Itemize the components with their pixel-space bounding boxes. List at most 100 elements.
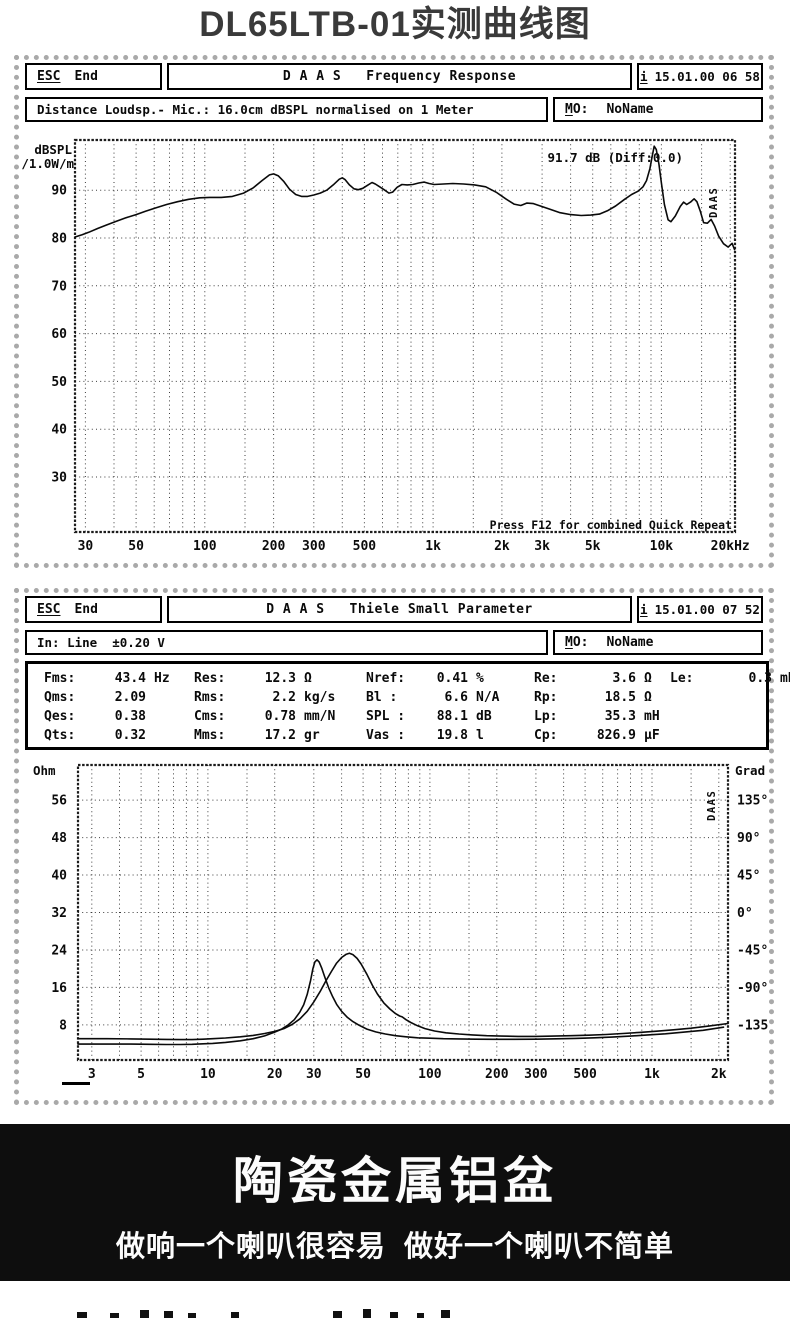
esc-key-label: ESC — [37, 602, 61, 617]
parameter-cell: Qms: 2.09 — [44, 690, 146, 705]
y-tick-labels: 56 48 40 32 24 16 8 — [51, 794, 67, 1034]
window-header-row: ESC End D A A S Thiele Small Parameter i… — [25, 596, 763, 623]
grid — [75, 140, 735, 532]
daas-watermark: DAAS — [708, 187, 720, 218]
svg-text:30: 30 — [306, 1067, 322, 1082]
marketing-banner: 陶瓷金属铝盆 做响一个喇叭很容易 做好一个喇叭不简单 — [0, 1124, 790, 1281]
parameter-cell: Le:0.3mH — [670, 671, 790, 686]
svg-text:135°: 135° — [737, 794, 768, 809]
svg-text:-90°: -90° — [737, 981, 768, 996]
esc-end-box: ESC End — [25, 63, 162, 90]
impedance-chart: 3 5 10 20 30 50 100 200 300 500 1k 2k 56 48 40 32 24 16 8 1… — [33, 763, 769, 1082]
parameter-cell: SPL :88.1 dB — [366, 709, 492, 724]
model-name-box: M O: NoName — [553, 630, 763, 655]
svg-text:1k: 1k — [644, 1067, 660, 1082]
parameter-row: Qts: 0.32 Mms: 17.2 gr Vas :19.8 l Cp: 826.9 µF — [44, 726, 766, 745]
x-tick-labels: 30 50 100 200 300 500 1k 2k 3k 5k 10k 20kHz — [78, 539, 750, 554]
y-tick-labels-right: 135° 90° 45° 0° -45° -90° -135° — [737, 794, 769, 1034]
svg-text:0°: 0° — [737, 906, 753, 921]
svg-text:100: 100 — [193, 539, 217, 554]
end-key-label: End — [74, 602, 98, 617]
parameter-cell: Nref: 0.41% — [366, 671, 484, 686]
svg-text:3: 3 — [88, 1067, 96, 1082]
banner-title: 陶瓷金属铝盆 — [233, 1152, 557, 1209]
spl-response-curve — [74, 145, 736, 251]
timestamp: 15.01.00 07 52 — [654, 602, 760, 617]
parameter-cell: Rms: 2.2 kg/s — [194, 690, 336, 705]
svg-text:5: 5 — [137, 1067, 145, 1082]
parameter-cell: Res: 12.3 Ω — [194, 671, 312, 686]
grid — [78, 765, 728, 1060]
y-axis-unit: dBSPL/1.0W/m — [21, 142, 74, 171]
daas-thiele-small-window: ESC End D A A S Thiele Small Parameter i… — [14, 588, 790, 1105]
model-name-box: M O: NoName — [553, 97, 763, 122]
svg-text:32: 32 — [51, 906, 67, 921]
svg-text:100: 100 — [418, 1067, 442, 1082]
thiele-small-parameters-table: Fms: 43.4 Hz Res: 12.3 Ω Nref: 0.41% Re: 3.6 Ω Le: 0… — [25, 661, 790, 750]
model-name-value: NoName — [606, 635, 654, 650]
svg-text:5k: 5k — [585, 539, 601, 554]
daas-frequency-response-window: ESC End D A A S Frequency Response i 15.… — [14, 55, 774, 568]
right-axis-unit: Grad — [735, 763, 765, 778]
svg-text:-45°: -45° — [737, 944, 768, 959]
esc-key-label: ESC — [37, 69, 61, 84]
svg-text:20kHz: 20kHz — [711, 539, 750, 554]
footnote-hint: Press F12 for combined Quick Repeat — [490, 518, 732, 532]
x-tick-labels: 3 5 10 20 30 50 100 200 300 500 1k 2k — [88, 1067, 727, 1082]
svg-text:90°: 90° — [737, 831, 760, 846]
info-key-label: i — [640, 69, 648, 84]
model-name-value: NoName — [606, 102, 654, 117]
settings-row: In: Line ±0.20 V M O: NoName — [25, 630, 763, 655]
parameter-cell: Vas :19.8 l — [366, 728, 484, 743]
svg-text:20: 20 — [267, 1067, 283, 1082]
svg-text:500: 500 — [353, 539, 377, 554]
parameter-cell: Bl :6.6 N/A — [366, 690, 500, 705]
svg-text:70: 70 — [51, 279, 67, 294]
svg-text:40: 40 — [51, 423, 67, 438]
svg-text:2k: 2k — [494, 539, 510, 554]
parameter-cell: Lp: 35.3 mH — [534, 709, 660, 724]
svg-text:-135°: -135° — [737, 1018, 769, 1033]
svg-text:3k: 3k — [534, 539, 550, 554]
parameter-cell: Fms: 43.4 Hz — [44, 671, 170, 686]
svg-text:16: 16 — [51, 981, 67, 996]
parameter-cell: Qes: 0.38 — [44, 709, 146, 724]
parameter-cell: Qts: 0.32 — [44, 728, 146, 743]
svg-text:dBSPL: dBSPL — [34, 142, 72, 157]
svg-text:24: 24 — [51, 944, 67, 959]
axis-underline-mark — [62, 1082, 90, 1085]
svg-text:48: 48 — [51, 831, 67, 846]
parameter-cell — [670, 688, 780, 707]
impedance-added-mass-curve — [77, 959, 725, 1046]
svg-text:45°: 45° — [737, 869, 760, 884]
parameter-row: Qes: 0.38 Cms: 0.78 mm/N SPL :88.1 dB Lp: 35.3 mH — [44, 707, 766, 726]
info-time-box: i 15.01.00 07 52 — [637, 596, 763, 623]
svg-text:50: 50 — [355, 1067, 371, 1082]
esc-end-box: ESC End — [25, 596, 162, 623]
parameter-row: Qms: 2.09 Rms: 2.2 kg/s Bl :6.6 N/A Rp: 18.5 Ω — [44, 688, 766, 707]
window-header-row: ESC End D A A S Frequency Response i 15.… — [25, 63, 763, 90]
svg-text:50: 50 — [51, 375, 67, 390]
svg-text:200: 200 — [262, 539, 286, 554]
svg-text:500: 500 — [573, 1067, 597, 1082]
timestamp: 15.01.00 06 58 — [654, 69, 760, 84]
settings-row: Distance Loudsp.- Mic.: 16.0cm dBSPL nor… — [25, 97, 763, 122]
parameter-row: Fms: 43.4 Hz Res: 12.3 Ω Nref: 0.41% Re: 3.6 Ω Le: 0… — [44, 669, 790, 688]
svg-text:60: 60 — [51, 327, 67, 342]
window-title: D A A S Thiele Small Parameter — [167, 596, 632, 623]
svg-text:30: 30 — [51, 471, 67, 486]
banner-subtitle: 做响一个喇叭很容易 做好一个喇叭不简单 — [115, 1230, 675, 1263]
y-tick-labels: 90 80 70 60 50 40 30 — [51, 184, 67, 486]
svg-text:1k: 1k — [425, 539, 441, 554]
page-title: DL65LTB-01实测曲线图 — [199, 5, 591, 44]
plot-border — [73, 138, 737, 534]
svg-text:30: 30 — [78, 539, 94, 554]
svg-text:40: 40 — [51, 869, 67, 884]
left-axis-unit: Ohm — [33, 763, 56, 778]
svg-text:300: 300 — [302, 539, 326, 554]
cropped-text-remnant — [0, 1308, 790, 1318]
measurement-settings: Distance Loudsp.- Mic.: 16.0cm dBSPL nor… — [25, 97, 548, 122]
parameter-cell — [670, 726, 780, 745]
parameter-cell — [670, 707, 780, 726]
